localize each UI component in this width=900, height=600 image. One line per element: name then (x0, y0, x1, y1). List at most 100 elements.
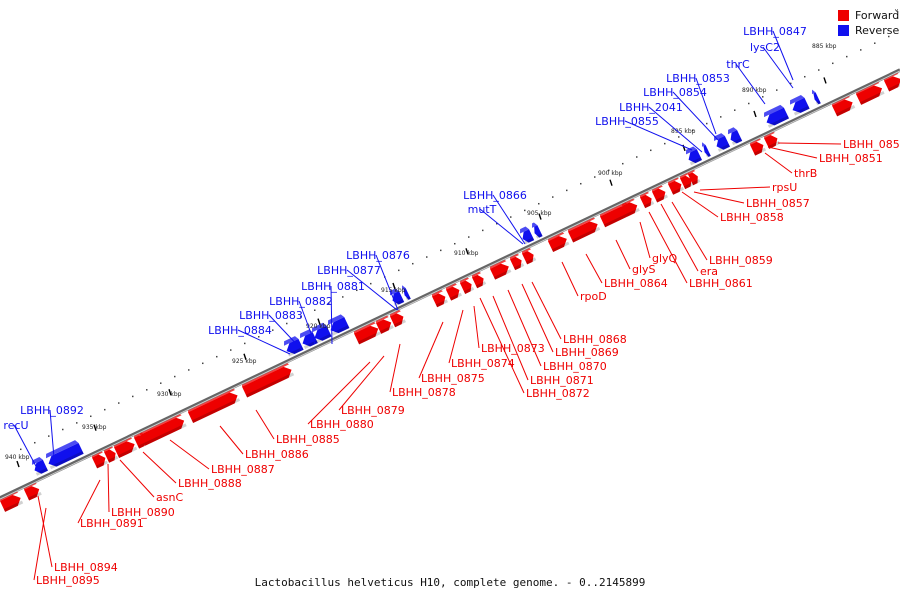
forward-gene-label[interactable]: LBHH_0875 (421, 372, 485, 385)
reverse-gene-label[interactable]: lysC2 (750, 41, 780, 54)
forward-gene-label[interactable]: rpoD (580, 290, 607, 303)
reverse-gene-label[interactable]: LBHH_2041 (619, 101, 683, 114)
track-dot (426, 256, 428, 258)
track-dot (538, 202, 540, 205)
track-dot (20, 448, 22, 451)
reverse-gene[interactable] (310, 322, 332, 344)
reverse-gene[interactable] (530, 222, 543, 239)
forward-gene-label[interactable]: LBHH_0850 (843, 138, 900, 151)
reverse-gene-leader (672, 91, 719, 141)
forward-gene-label[interactable]: LBHH_0858 (720, 211, 784, 224)
track-dot (146, 389, 148, 391)
forward-gene-label[interactable]: LBHH_0887 (211, 463, 275, 476)
forward-gene-leader (639, 221, 651, 259)
forward-gene-label[interactable]: LBHH_0857 (746, 197, 810, 210)
forward-gene[interactable] (508, 251, 525, 271)
forward-gene-label[interactable]: asnC (156, 491, 183, 504)
forward-gene-label[interactable]: LBHH_0874 (451, 357, 515, 370)
reverse-gene[interactable] (282, 335, 304, 357)
forward-gene-label[interactable]: LBHH_0868 (563, 333, 627, 346)
reverse-gene-label[interactable]: LBHH_0884 (208, 324, 272, 337)
reverse-gene-label[interactable]: LBHH_0882 (269, 295, 333, 308)
track-dot (202, 362, 204, 365)
reverse-gene[interactable] (518, 226, 535, 245)
forward-gene-label[interactable]: glyS (632, 263, 656, 276)
track-dot (174, 375, 176, 378)
reverse-gene-label[interactable]: LBHH_0876 (346, 249, 410, 262)
reverse-gene[interactable] (44, 439, 84, 470)
forward-gene-label[interactable]: glyQ (652, 252, 678, 265)
reverse-gene-leader (375, 254, 399, 311)
reverse-gene[interactable] (712, 132, 731, 152)
forward-gene-label[interactable]: LBHH_0895 (36, 574, 100, 587)
forward-gene-label[interactable]: era (700, 265, 718, 278)
reverse-gene-label[interactable]: recU (3, 419, 28, 432)
reverse-gene-label[interactable]: thrC (726, 58, 750, 71)
forward-gene[interactable] (90, 449, 108, 469)
forward-gene-leader (142, 451, 177, 484)
legend-forward: Forward (838, 8, 899, 23)
forward-gene-label[interactable]: LBHH_0872 (526, 387, 590, 400)
reverse-gene-label[interactable]: LBHH_0892 (20, 404, 84, 417)
forward-gene-label[interactable]: LBHH_0880 (310, 418, 374, 431)
forward-gene-label[interactable]: LBHH_0885 (276, 433, 340, 446)
reverse-gene-label[interactable]: LBHH_0877 (317, 264, 381, 277)
forward-gene-label[interactable]: LBHH_0864 (604, 277, 668, 290)
forward-gene-leader (777, 142, 842, 145)
forward-gene-label[interactable]: LBHH_0870 (543, 360, 607, 373)
forward-gene-label[interactable]: LBHH_0861 (689, 277, 753, 290)
track-dot (342, 296, 344, 298)
reverse-gene-label[interactable]: LBHH_0855 (595, 115, 659, 128)
forward-gene-label[interactable]: LBHH_0851 (819, 152, 883, 165)
reverse-gene-label[interactable]: LBHH_0853 (666, 72, 730, 85)
track-dot (258, 336, 260, 338)
forward-gene-label[interactable]: rpsU (772, 181, 797, 194)
reverse-gene[interactable] (388, 287, 405, 307)
reverse-gene-label[interactable]: LBHH_0854 (643, 86, 707, 99)
tick-label: 890 kbp (742, 87, 767, 94)
forward-gene-label[interactable]: LBHH_0891 (80, 517, 144, 530)
forward-gene[interactable] (620, 196, 640, 217)
reverse-gene[interactable] (810, 89, 821, 105)
forward-gene-leader (585, 253, 603, 284)
forward-gene-label[interactable]: LBHH_0879 (341, 404, 405, 417)
reverse-gene[interactable] (726, 126, 743, 146)
forward-gene-label[interactable]: LBHH_0873 (481, 342, 545, 355)
reverse-gene[interactable] (700, 141, 711, 158)
track-dot (160, 382, 162, 384)
tick-label: 910 kbp (454, 250, 479, 257)
reverse-gene[interactable] (400, 284, 411, 301)
reverse-gene[interactable] (684, 146, 702, 166)
reverse-gene-label[interactable]: mutT (468, 203, 497, 216)
forward-gene-leader (699, 186, 771, 191)
forward-gene-leader (671, 201, 708, 261)
forward-gene-label[interactable]: thrB (794, 167, 817, 180)
forward-gene-label[interactable]: LBHH_0894 (54, 561, 118, 574)
reverse-swatch (838, 25, 849, 36)
track-dot (496, 222, 498, 225)
track-dot (188, 369, 190, 371)
forward-gene-label[interactable]: LBHH_0888 (178, 477, 242, 490)
forward-gene-label[interactable]: LBHH_0869 (555, 346, 619, 359)
reverse-gene[interactable] (762, 104, 790, 128)
reverse-gene-leader (624, 120, 693, 151)
track-dot (216, 355, 218, 358)
forward-gene-label[interactable]: LBHH_0886 (245, 448, 309, 461)
reverse-gene-label[interactable]: LBHH_0883 (239, 309, 303, 322)
reverse-gene-leader (772, 30, 794, 81)
reverse-gene[interactable] (30, 456, 48, 476)
track-dot (748, 102, 750, 105)
forward-gene-label[interactable]: LBHH_0859 (709, 254, 773, 267)
forward-gene-label[interactable]: LBHH_0878 (392, 386, 456, 399)
forward-gene-label[interactable]: LBHH_0890 (111, 506, 175, 519)
chevron-down-icon[interactable]: ˅ (894, 9, 899, 20)
reverse-gene-label[interactable]: LBHH_0881 (301, 280, 365, 293)
reverse-gene-label[interactable]: LBHH_0866 (463, 189, 527, 202)
reverse-gene[interactable] (788, 94, 810, 116)
forward-labels: LBHH_0850LBHH_0851thrBrpsULBHH_0857LBHH_… (36, 138, 900, 587)
forward-gene-label[interactable]: LBHH_0871 (530, 374, 594, 387)
forward-gene-leader (219, 425, 244, 455)
reverse-gene-label[interactable]: LBHH_0847 (743, 25, 807, 38)
reverse-leader-lines (13, 30, 794, 471)
